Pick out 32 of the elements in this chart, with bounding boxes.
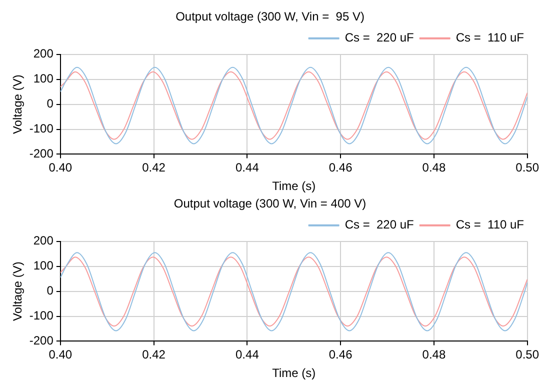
x-tick-label: 0.46 bbox=[328, 348, 353, 362]
y-axis-title: Voltage (V) bbox=[10, 262, 25, 321]
y-tick-label: -200 bbox=[29, 334, 54, 348]
y-tick-label: 0 bbox=[46, 284, 54, 298]
y-tick-label: 200 bbox=[33, 234, 54, 248]
y-tick-label: -100 bbox=[29, 308, 54, 323]
chart-title: Output voltage (300 W, Vin = 95 V) bbox=[176, 10, 364, 24]
chart-title: Output voltage (300 W, Vin = 400 V) bbox=[174, 196, 366, 211]
x-tick-label: 0.44 bbox=[236, 348, 260, 362]
x-tick-label: 0.42 bbox=[142, 160, 166, 175]
legend-label: Cs = 220 uF bbox=[344, 30, 414, 45]
x-tick-label: 0.46 bbox=[328, 160, 353, 175]
x-tick-label: 0.42 bbox=[142, 348, 166, 362]
x-axis-title: Time (s) bbox=[272, 179, 316, 194]
x-tick-label: 0.50 bbox=[516, 348, 540, 362]
x-tick-label: 0.40 bbox=[48, 348, 72, 362]
legend-label: Cs = 110 uF bbox=[456, 218, 524, 232]
legend-label: Cs = 110 uF bbox=[456, 30, 524, 45]
y-tick-label: -100 bbox=[29, 122, 54, 136]
x-tick-label: 0.44 bbox=[236, 160, 260, 175]
y-tick-label: 100 bbox=[33, 258, 54, 273]
y-axis-title: Voltage (V) bbox=[10, 74, 25, 134]
y-tick-label: 0 bbox=[46, 96, 54, 111]
x-axis-title: Time (s) bbox=[272, 366, 316, 380]
x-tick-label: 0.40 bbox=[48, 160, 72, 175]
y-tick-label: 200 bbox=[33, 46, 54, 61]
x-tick-label: 0.48 bbox=[422, 160, 446, 175]
x-tick-label: 0.50 bbox=[516, 160, 540, 175]
y-tick-label: -200 bbox=[29, 146, 54, 161]
y-tick-label: 100 bbox=[33, 72, 54, 86]
x-tick-label: 0.48 bbox=[422, 348, 446, 362]
legend-label: Cs = 220 uF bbox=[344, 218, 414, 232]
